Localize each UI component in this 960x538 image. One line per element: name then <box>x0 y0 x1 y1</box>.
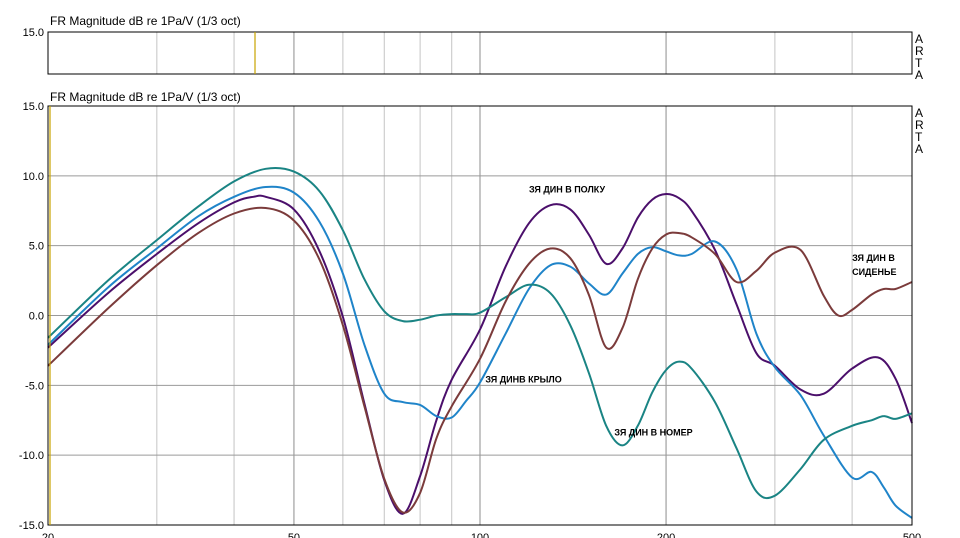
main-x-tick-label: 500 <box>903 532 921 538</box>
main-brand-letter: T <box>915 130 923 144</box>
curve-annotation: ЗЯ ДИНВ КРЫЛО <box>485 375 561 385</box>
main-brand-letter: A <box>915 106 923 120</box>
series-line <box>47 167 913 500</box>
top-brand-letter: A <box>915 68 923 82</box>
top-chart: FR Magnitude dB re 1Pa/V (1/3 oct) 15.0 … <box>23 14 924 82</box>
main-chart: FR Magnitude dB re 1Pa/V (1/3 oct) 15.01… <box>19 90 924 538</box>
main-y-tick-label: 0.0 <box>29 311 44 323</box>
main-y-tick-label: -15.0 <box>19 520 44 532</box>
top-chart-grid <box>156 32 853 74</box>
curve-annotation: ЗЯ ДИН В ПОЛКУ <box>529 185 606 195</box>
series-line <box>47 192 913 515</box>
series-line <box>47 206 913 514</box>
top-plot-frame <box>47 31 913 75</box>
main-x-tick-labels: 20 50 100 200 500 <box>42 532 921 538</box>
top-brand-letter: A <box>915 32 923 46</box>
main-y-tick-label: 15.0 <box>23 101 44 113</box>
curve-annotation: ЗЯ ДИН В НОМЕР <box>614 428 692 438</box>
main-x-tick-label: 20 <box>42 532 54 538</box>
main-brand-letter: A <box>915 142 923 156</box>
main-x-tick-label: 100 <box>471 532 489 538</box>
top-arta-brand: A R T A <box>915 32 924 82</box>
top-brand-letter: T <box>915 56 923 70</box>
top-y-tick-15: 15.0 <box>23 27 44 39</box>
main-annotations: ЗЯ ДИН В ПОЛКУ ЗЯ ДИН В СИДЕНЬЕ ЗЯ ДИНВ КРЫ… <box>485 185 896 438</box>
series-line <box>47 185 913 519</box>
top-chart-title: FR Magnitude dB re 1Pa/V (1/3 oct) <box>50 14 241 28</box>
top-brand-letter: R <box>915 44 924 58</box>
main-chart-title: FR Magnitude dB re 1Pa/V (1/3 oct) <box>50 90 241 104</box>
main-y-tick-label: -10.0 <box>19 450 44 462</box>
curve-annotation: ЗЯ ДИН В <box>852 253 895 263</box>
main-series-group <box>47 167 913 519</box>
main-y-tick-labels: 15.0 10.0 5.0 0.0 -5.0 -10.0 -15.0 <box>19 101 44 532</box>
main-arta-brand: A R T A <box>915 106 924 156</box>
main-chart-grid <box>48 106 912 525</box>
main-x-tick-label: 200 <box>657 532 675 538</box>
main-brand-letter: R <box>915 118 924 132</box>
main-x-tick-label: 50 <box>288 532 300 538</box>
main-y-tick-label: -5.0 <box>25 380 44 392</box>
main-plot-frame <box>47 105 913 526</box>
main-y-tick-label: 10.0 <box>23 171 44 183</box>
main-y-tick-label: 5.0 <box>29 241 44 253</box>
curve-annotation: СИДЕНЬЕ <box>852 267 896 277</box>
